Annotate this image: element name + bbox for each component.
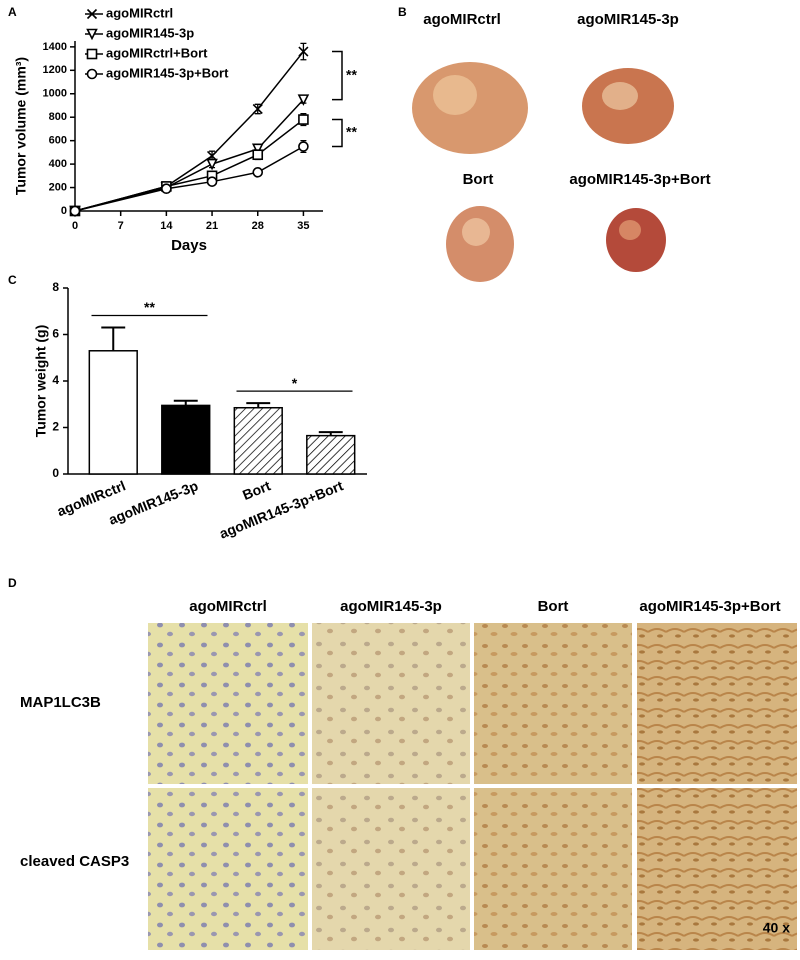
y-tick-label: 400 xyxy=(49,158,67,170)
stain-image xyxy=(312,788,470,950)
x-tick-label: 35 xyxy=(297,220,309,232)
bar xyxy=(161,404,211,475)
stain-image xyxy=(148,788,308,950)
photo-label: Bort xyxy=(463,171,494,188)
y-axis-label: Tumor volume (mm³) xyxy=(13,57,29,195)
y-tick-label: 1000 xyxy=(43,88,67,100)
y-tick-label: 2 xyxy=(52,420,59,434)
photo-label: agoMIR145-3p xyxy=(577,11,679,28)
panel-label: C xyxy=(8,273,17,287)
error-bar xyxy=(101,326,126,351)
y-tick-label: 0 xyxy=(61,205,67,217)
marker xyxy=(298,46,309,57)
stain-image xyxy=(312,623,470,784)
x-tick-label: Bort xyxy=(240,477,273,503)
photo-panel: agoMIRctrl agoMIR145-3p Bort agoMIR145-3… xyxy=(412,11,711,282)
marker xyxy=(206,158,218,171)
marker xyxy=(161,183,172,195)
panel-label: D xyxy=(8,576,17,590)
x-tick-label: agoMIR145-3p+Bort xyxy=(217,477,346,541)
y-tick-label: 200 xyxy=(49,181,67,193)
marker xyxy=(252,103,263,115)
legend-label: agoMIRctrl xyxy=(106,5,173,20)
marker xyxy=(206,176,218,187)
x-tick-label: 14 xyxy=(160,220,173,232)
y-tick-label: 1200 xyxy=(43,64,67,76)
tumor-highlight xyxy=(462,218,490,246)
error-bar xyxy=(173,399,198,406)
tumor-highlight xyxy=(602,82,638,110)
tumor-photo xyxy=(606,208,666,272)
significance-bracket xyxy=(332,50,343,101)
y-tick-label: 6 xyxy=(52,327,59,341)
stain-image xyxy=(474,623,632,784)
marker xyxy=(252,149,264,161)
x-tick-label: 7 xyxy=(118,220,124,232)
legend-label: agoMIRctrl+Bort xyxy=(106,45,208,60)
row-label: cleaved CASP3 xyxy=(20,853,129,870)
legend-label: agoMIR145-3p xyxy=(106,25,194,40)
photo-label: agoMIR145-3p+Bort xyxy=(569,171,710,188)
marker xyxy=(298,114,309,125)
marker xyxy=(252,167,264,178)
y-tick-label: 800 xyxy=(49,111,67,123)
significance-bracket xyxy=(332,118,343,148)
panel-label: B xyxy=(398,5,407,19)
panel-label: A xyxy=(8,5,17,19)
staining-panel: agoMIRctrl agoMIR145-3p Bort agoMIR145-3… xyxy=(20,598,797,950)
error-bar xyxy=(246,402,271,408)
marker xyxy=(86,28,98,41)
significance: * xyxy=(292,375,298,391)
y-tick-label: 1400 xyxy=(43,41,67,53)
significance: ** xyxy=(346,66,357,82)
y-axis-label: Tumor weight (g) xyxy=(33,325,49,438)
tumor-highlight xyxy=(433,75,477,115)
column-label: agoMIR145-3p xyxy=(340,598,442,615)
bar xyxy=(233,406,283,475)
series-line xyxy=(74,99,304,212)
column-label: Bort xyxy=(538,598,569,615)
marker xyxy=(69,205,81,217)
photo-label: agoMIRctrl xyxy=(423,11,501,28)
x-tick-label: 21 xyxy=(206,220,218,232)
marker xyxy=(297,94,310,106)
y-tick-label: 600 xyxy=(49,135,67,147)
tumor-highlight xyxy=(619,220,641,240)
significance: ** xyxy=(346,124,357,140)
x-tick-label: 28 xyxy=(252,220,264,232)
stain-image xyxy=(637,623,797,784)
x-tick-label: 0 xyxy=(72,220,78,232)
stain-image xyxy=(148,623,308,784)
column-label: agoMIR145-3p+Bort xyxy=(639,598,780,615)
marker xyxy=(298,141,309,152)
marker xyxy=(86,68,98,80)
stain-image xyxy=(637,788,797,950)
marker xyxy=(86,48,98,60)
y-tick-label: 4 xyxy=(52,373,59,387)
significance: ** xyxy=(144,299,155,315)
marker xyxy=(86,8,98,20)
x-axis-label: Days xyxy=(171,237,207,254)
bar xyxy=(306,434,356,475)
y-tick-label: 0 xyxy=(52,466,59,480)
bar xyxy=(88,350,138,475)
column-label: agoMIRctrl xyxy=(189,598,267,615)
magnification: 40 x xyxy=(763,920,790,936)
row-label: MAP1LC3B xyxy=(20,694,101,711)
marker xyxy=(251,143,264,156)
y-tick-label: 8 xyxy=(52,280,59,294)
stain-image xyxy=(474,788,632,950)
legend-label: agoMIR145-3p+Bort xyxy=(106,65,229,80)
